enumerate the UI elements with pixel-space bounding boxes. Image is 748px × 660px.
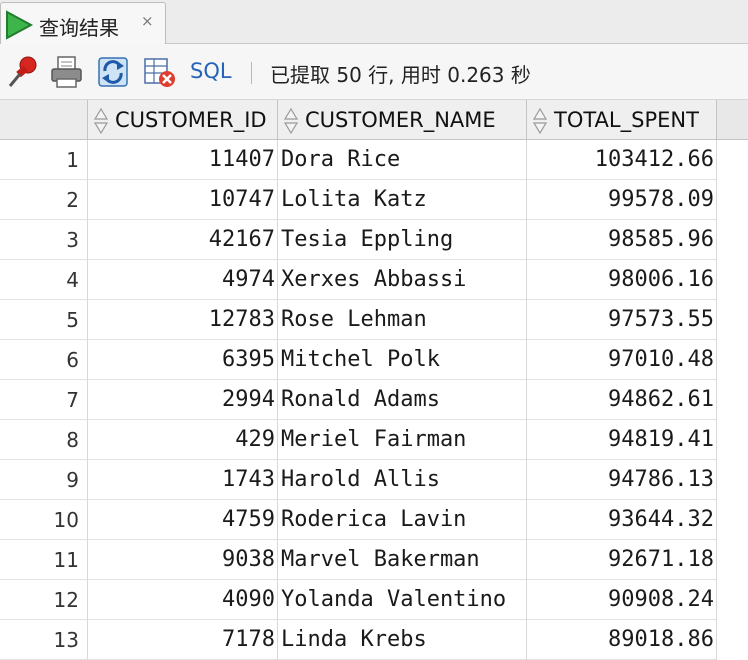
clear-results-icon[interactable] [142, 54, 178, 90]
row-number: 12 [0, 580, 88, 620]
cell-total-spent[interactable]: 99578.09 [527, 180, 717, 220]
table-row[interactable]: 4 4974 Xerxes Abbassi 98006.16 [0, 260, 748, 300]
cell-total-spent[interactable]: 89018.86 [527, 620, 717, 660]
table-row[interactable]: 7 2994 Ronald Adams 94862.61 [0, 380, 748, 420]
cell-customer-name[interactable]: Harold Allis [278, 460, 527, 500]
cell-customer-id[interactable]: 1743 [88, 460, 278, 500]
cell-customer-id[interactable]: 10747 [88, 180, 278, 220]
table-row[interactable]: 3 42167 Tesia Eppling 98585.96 [0, 220, 748, 260]
column-header-customer-name[interactable]: CUSTOMER_NAME [278, 100, 527, 139]
cell-customer-id[interactable]: 4090 [88, 580, 278, 620]
row-number-header [0, 100, 88, 139]
cell-total-spent[interactable]: 98585.96 [527, 220, 717, 260]
cell-customer-id[interactable]: 2994 [88, 380, 278, 420]
cell-customer-name[interactable]: Linda Krebs [278, 620, 527, 660]
cell-customer-id[interactable]: 6395 [88, 340, 278, 380]
cell-total-spent[interactable]: 92671.18 [527, 540, 717, 580]
cell-customer-name[interactable]: Ronald Adams [278, 380, 527, 420]
sort-icon[interactable] [93, 107, 109, 139]
column-header-total-spent[interactable]: TOTAL_SPENT [527, 100, 717, 139]
column-header-label: TOTAL_SPENT [554, 108, 699, 132]
row-number: 11 [0, 540, 88, 580]
cell-customer-name[interactable]: Marvel Bakerman [278, 540, 527, 580]
run-triangle-icon [4, 10, 34, 44]
grid-header-row: CUSTOMER_ID CUSTOMER_NAME TOTAL_SPENT [0, 100, 748, 140]
sql-button[interactable]: SQL [190, 59, 232, 83]
cell-total-spent[interactable]: 103412.66 [527, 140, 717, 180]
row-number: 4 [0, 260, 88, 300]
cell-total-spent[interactable]: 94862.61 [527, 380, 717, 420]
table-row[interactable]: 2 10747 Lolita Katz 99578.09 [0, 180, 748, 220]
table-row[interactable]: 11 9038 Marvel Bakerman 92671.18 [0, 540, 748, 580]
sort-icon[interactable] [532, 107, 548, 139]
table-row[interactable]: 13 7178 Linda Krebs 89018.86 [0, 620, 748, 660]
table-row[interactable]: 5 12783 Rose Lehman 97573.55 [0, 300, 748, 340]
tab-query-results[interactable]: 查询结果 × [0, 2, 166, 44]
cell-customer-id[interactable]: 7178 [88, 620, 278, 660]
table-row[interactable]: 9 1743 Harold Allis 94786.13 [0, 460, 748, 500]
cell-customer-name[interactable]: Dora Rice [278, 140, 527, 180]
cell-customer-id[interactable]: 42167 [88, 220, 278, 260]
fetch-status-text: 已提取 50 行, 用时 0.263 秒 [270, 63, 531, 87]
results-tab-strip: 查询结果 × [0, 0, 748, 44]
cell-customer-id[interactable]: 11407 [88, 140, 278, 180]
toolbar-divider [251, 62, 252, 84]
row-number: 13 [0, 620, 88, 660]
sort-icon[interactable] [283, 107, 299, 139]
row-number: 3 [0, 220, 88, 260]
cell-total-spent[interactable]: 97010.48 [527, 340, 717, 380]
column-header-label: CUSTOMER_ID [115, 108, 267, 132]
cell-customer-id[interactable]: 12783 [88, 300, 278, 340]
column-header-label: CUSTOMER_NAME [305, 108, 496, 132]
cell-customer-name[interactable]: Xerxes Abbassi [278, 260, 527, 300]
cell-customer-id[interactable]: 4759 [88, 500, 278, 540]
table-row[interactable]: 8 429 Meriel Fairman 94819.41 [0, 420, 748, 460]
table-row[interactable]: 6 6395 Mitchel Polk 97010.48 [0, 340, 748, 380]
cell-customer-name[interactable]: Mitchel Polk [278, 340, 527, 380]
table-row[interactable]: 10 4759 Roderica Lavin 93644.32 [0, 500, 748, 540]
cell-total-spent[interactable]: 97573.55 [527, 300, 717, 340]
cell-customer-id[interactable]: 429 [88, 420, 278, 460]
row-number: 9 [0, 460, 88, 500]
cell-total-spent[interactable]: 94786.13 [527, 460, 717, 500]
results-toolbar: SQL 已提取 50 行, 用时 0.263 秒 [0, 44, 748, 100]
row-number: 2 [0, 180, 88, 220]
print-icon[interactable] [49, 54, 85, 90]
close-icon[interactable]: × [141, 12, 154, 30]
table-row[interactable]: 1 11407 Dora Rice 103412.66 [0, 140, 748, 180]
row-number: 5 [0, 300, 88, 340]
cell-customer-id[interactable]: 9038 [88, 540, 278, 580]
refresh-icon[interactable] [95, 54, 131, 90]
cell-total-spent[interactable]: 93644.32 [527, 500, 717, 540]
cell-total-spent[interactable]: 98006.16 [527, 260, 717, 300]
row-number: 6 [0, 340, 88, 380]
row-number: 8 [0, 420, 88, 460]
row-number: 1 [0, 140, 88, 180]
cell-customer-id[interactable]: 4974 [88, 260, 278, 300]
pin-icon[interactable] [6, 54, 42, 90]
row-number: 7 [0, 380, 88, 420]
cell-customer-name[interactable]: Yolanda Valentino [278, 580, 527, 620]
table-row[interactable]: 12 4090 Yolanda Valentino 90908.24 [0, 580, 748, 620]
cell-customer-name[interactable]: Roderica Lavin [278, 500, 527, 540]
header-filler [717, 100, 748, 139]
cell-customer-name[interactable]: Lolita Katz [278, 180, 527, 220]
cell-total-spent[interactable]: 90908.24 [527, 580, 717, 620]
row-number: 10 [0, 500, 88, 540]
cell-customer-name[interactable]: Rose Lehman [278, 300, 527, 340]
cell-total-spent[interactable]: 94819.41 [527, 420, 717, 460]
cell-customer-name[interactable]: Tesia Eppling [278, 220, 527, 260]
tab-label: 查询结果 [39, 16, 119, 40]
cell-customer-name[interactable]: Meriel Fairman [278, 420, 527, 460]
results-grid: CUSTOMER_ID CUSTOMER_NAME TOTAL_SPENT [0, 100, 748, 660]
column-header-customer-id[interactable]: CUSTOMER_ID [88, 100, 278, 139]
